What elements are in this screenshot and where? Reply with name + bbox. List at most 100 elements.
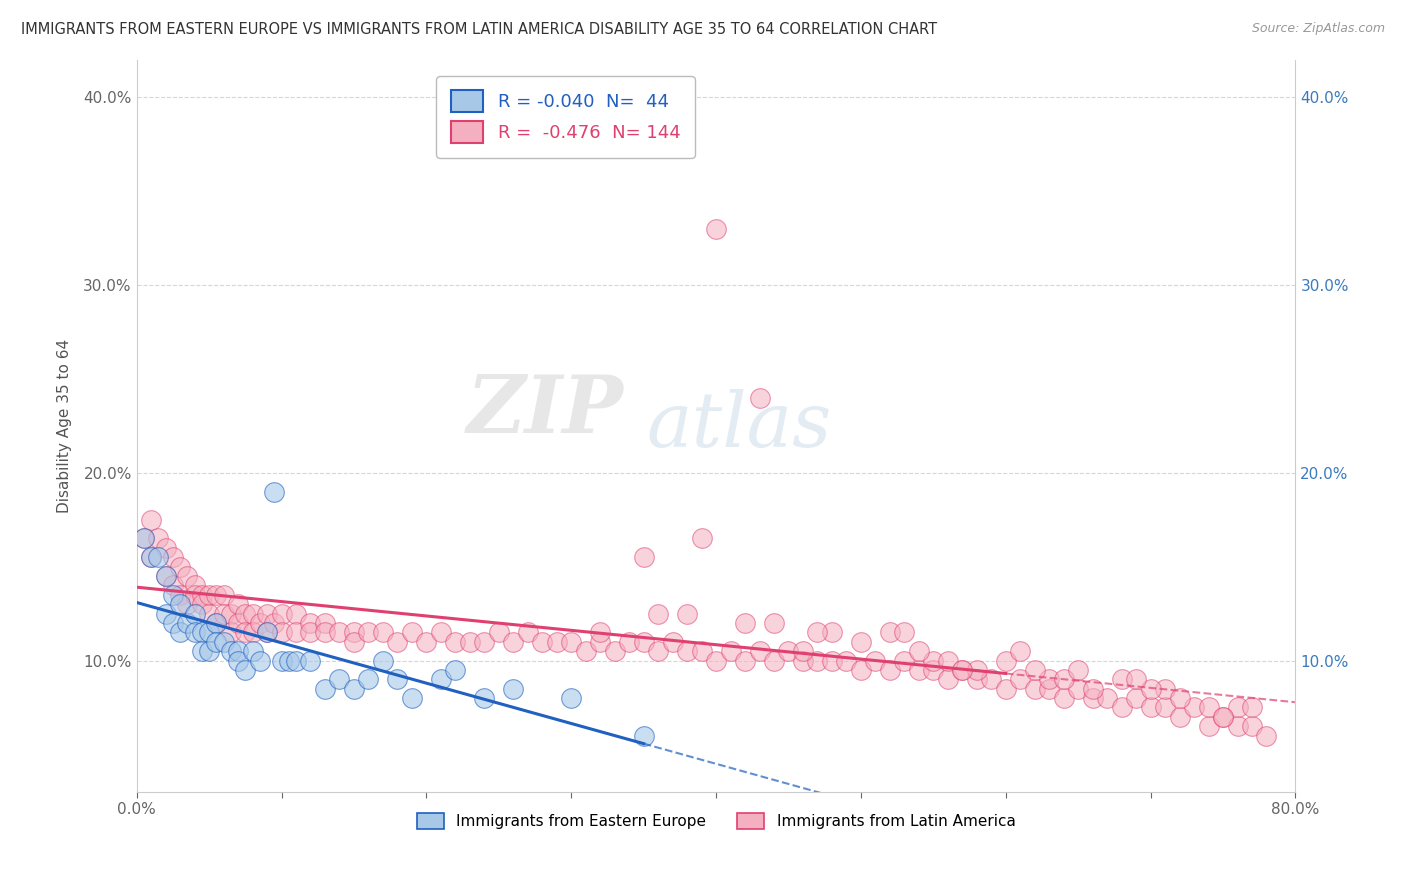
Point bbox=[212, 634, 235, 648]
Point bbox=[132, 532, 155, 546]
Point bbox=[242, 644, 264, 658]
Point bbox=[299, 625, 322, 640]
Point bbox=[191, 588, 214, 602]
Point bbox=[502, 634, 524, 648]
Point bbox=[1081, 681, 1104, 696]
Point bbox=[1053, 673, 1076, 687]
Point bbox=[1038, 681, 1060, 696]
Point bbox=[169, 597, 191, 611]
Point bbox=[155, 569, 177, 583]
Point bbox=[343, 681, 366, 696]
Point bbox=[1010, 673, 1032, 687]
Point bbox=[205, 634, 228, 648]
Point bbox=[139, 513, 162, 527]
Point bbox=[1212, 710, 1234, 724]
Point bbox=[893, 625, 915, 640]
Point bbox=[966, 673, 988, 687]
Point bbox=[676, 644, 699, 658]
Point bbox=[139, 550, 162, 565]
Point bbox=[488, 625, 510, 640]
Point bbox=[922, 663, 945, 677]
Point bbox=[560, 634, 582, 648]
Point bbox=[314, 615, 336, 630]
Point bbox=[183, 625, 205, 640]
Point bbox=[183, 578, 205, 592]
Point bbox=[1095, 691, 1118, 706]
Point bbox=[748, 644, 770, 658]
Point bbox=[191, 644, 214, 658]
Point bbox=[1139, 681, 1161, 696]
Point bbox=[430, 673, 453, 687]
Point bbox=[183, 588, 205, 602]
Point bbox=[1053, 691, 1076, 706]
Point bbox=[277, 653, 299, 667]
Point bbox=[1240, 700, 1263, 714]
Point bbox=[865, 653, 887, 667]
Point bbox=[908, 663, 931, 677]
Point bbox=[444, 634, 467, 648]
Text: Source: ZipAtlas.com: Source: ZipAtlas.com bbox=[1251, 22, 1385, 36]
Point bbox=[690, 644, 713, 658]
Point bbox=[922, 653, 945, 667]
Point bbox=[849, 663, 872, 677]
Point bbox=[994, 681, 1017, 696]
Point bbox=[198, 588, 221, 602]
Point bbox=[849, 634, 872, 648]
Point bbox=[560, 691, 582, 706]
Point bbox=[835, 653, 858, 667]
Point bbox=[1081, 691, 1104, 706]
Point bbox=[169, 625, 191, 640]
Point bbox=[205, 615, 228, 630]
Point bbox=[242, 607, 264, 621]
Point bbox=[1111, 700, 1133, 714]
Point bbox=[950, 663, 973, 677]
Point bbox=[647, 607, 669, 621]
Point bbox=[908, 644, 931, 658]
Point bbox=[328, 673, 350, 687]
Point bbox=[762, 615, 785, 630]
Point bbox=[661, 634, 683, 648]
Point bbox=[879, 625, 901, 640]
Point bbox=[1168, 691, 1191, 706]
Point bbox=[162, 615, 184, 630]
Point bbox=[371, 625, 394, 640]
Point bbox=[531, 634, 554, 648]
Point bbox=[1154, 681, 1177, 696]
Text: atlas: atlas bbox=[647, 389, 832, 463]
Point bbox=[357, 673, 380, 687]
Point bbox=[676, 607, 699, 621]
Point bbox=[1226, 700, 1249, 714]
Point bbox=[299, 615, 322, 630]
Point bbox=[176, 615, 198, 630]
Point bbox=[226, 615, 249, 630]
Point bbox=[1024, 681, 1046, 696]
Point bbox=[371, 653, 394, 667]
Point bbox=[148, 550, 170, 565]
Point bbox=[198, 607, 221, 621]
Point bbox=[589, 634, 612, 648]
Point bbox=[734, 615, 756, 630]
Point bbox=[285, 625, 308, 640]
Point bbox=[589, 625, 612, 640]
Point bbox=[191, 597, 214, 611]
Y-axis label: Disability Age 35 to 64: Disability Age 35 to 64 bbox=[58, 339, 72, 513]
Point bbox=[415, 634, 437, 648]
Point bbox=[792, 653, 814, 667]
Point bbox=[502, 681, 524, 696]
Point bbox=[430, 625, 453, 640]
Point bbox=[270, 607, 292, 621]
Point bbox=[472, 634, 495, 648]
Point bbox=[256, 625, 278, 640]
Point bbox=[387, 634, 409, 648]
Point bbox=[162, 588, 184, 602]
Point bbox=[226, 644, 249, 658]
Point bbox=[1067, 681, 1090, 696]
Point bbox=[270, 625, 292, 640]
Point bbox=[647, 644, 669, 658]
Point bbox=[242, 625, 264, 640]
Point bbox=[472, 691, 495, 706]
Point bbox=[387, 673, 409, 687]
Point bbox=[821, 653, 844, 667]
Point bbox=[198, 644, 221, 658]
Point bbox=[169, 559, 191, 574]
